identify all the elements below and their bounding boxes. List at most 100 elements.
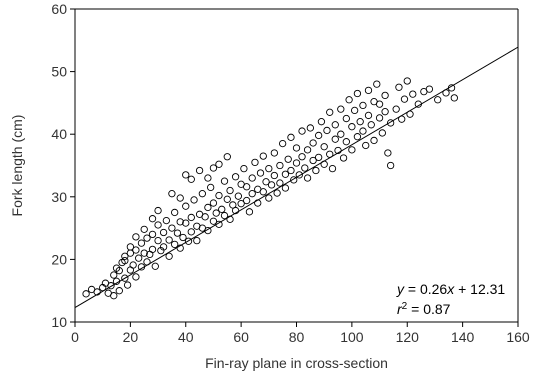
data-point (182, 219, 190, 227)
data-point (223, 195, 231, 203)
data-point (110, 271, 118, 279)
y-tick-label: 40 (51, 126, 67, 142)
data-point (386, 161, 395, 170)
data-point (193, 236, 201, 245)
data-point (353, 89, 362, 98)
data-point (375, 100, 384, 108)
y-tick-label: 10 (51, 314, 67, 330)
data-point (251, 158, 259, 167)
data-point (320, 143, 328, 151)
data-point (229, 201, 237, 209)
data-point (110, 292, 118, 300)
equation-intercept: + 12.31 (454, 281, 505, 297)
equation-slope: = 0.26 (404, 281, 447, 297)
data-point (121, 257, 129, 265)
data-point (184, 237, 193, 245)
data-point (281, 170, 290, 178)
data-point (350, 106, 359, 115)
y-tick-label: 20 (51, 251, 67, 267)
data-point (403, 77, 411, 85)
regression-equation: y = 0.26x + 12.31 (396, 281, 505, 297)
x-tick-label: 100 (340, 329, 364, 345)
data-point (309, 139, 317, 147)
data-point (259, 188, 267, 196)
x-tick-label: 20 (123, 329, 139, 345)
data-point (248, 174, 256, 182)
data-point (290, 176, 298, 184)
data-point (353, 133, 362, 141)
data-point (359, 101, 367, 110)
data-point (303, 146, 312, 154)
data-point (342, 138, 350, 146)
data-point (298, 153, 306, 161)
data-point (121, 274, 129, 282)
data-point (168, 190, 176, 198)
data-point (218, 205, 226, 213)
x-tick-label: 0 (71, 329, 79, 345)
x-tick-label: 140 (451, 329, 475, 345)
data-point (204, 203, 212, 212)
data-point (182, 171, 190, 179)
data-point (126, 249, 135, 257)
data-point (223, 153, 231, 161)
data-point (132, 273, 140, 281)
data-point (201, 213, 209, 221)
data-point (243, 196, 251, 205)
plot-area (74, 8, 519, 323)
data-point (348, 146, 356, 154)
data-point (381, 108, 389, 116)
data-point (298, 127, 306, 135)
data-point (270, 149, 278, 157)
data-point (243, 183, 251, 191)
x-tick-label: 120 (396, 329, 420, 345)
x-tick-label: 160 (506, 329, 530, 345)
y-tick-label: 50 (51, 64, 67, 80)
data-point (140, 225, 148, 234)
r-squared-annotation: r2 = 0.87 (397, 301, 451, 318)
x-axis-ticks: 0 20 40 60 80 100 120 140 160 (71, 322, 530, 345)
data-point (176, 218, 184, 226)
data-point (112, 264, 121, 272)
data-point (204, 174, 212, 182)
data-point (267, 181, 276, 189)
data-point (107, 282, 115, 290)
data-point (182, 202, 190, 210)
data-point (148, 230, 157, 239)
data-point (129, 261, 137, 269)
equation-x-var: x (446, 281, 455, 297)
data-point (375, 114, 384, 122)
data-point (265, 194, 273, 202)
data-point (93, 288, 101, 296)
data-point (309, 156, 317, 165)
data-point (204, 226, 212, 235)
data-point (132, 246, 140, 254)
data-point (331, 135, 339, 143)
data-point (256, 169, 265, 177)
data-point (121, 252, 129, 260)
data-point (148, 245, 157, 254)
data-point (370, 136, 378, 145)
data-point (165, 236, 173, 244)
data-point (159, 228, 168, 237)
data-point (339, 154, 348, 162)
data-point (198, 190, 207, 198)
data-point (284, 155, 292, 163)
data-point (231, 173, 240, 181)
data-point (231, 206, 240, 215)
data-point (179, 233, 187, 242)
data-point (259, 152, 267, 160)
data-point (154, 221, 162, 229)
data-point (143, 234, 151, 242)
data-point (173, 229, 182, 237)
data-point (323, 126, 331, 135)
data-point (168, 224, 176, 232)
data-point (270, 171, 278, 180)
y-axis-ticks: 10 20 30 40 50 60 (51, 1, 75, 330)
r-squared-value: = 0.87 (407, 301, 450, 317)
data-point (148, 215, 157, 223)
data-point (362, 141, 370, 150)
data-point (337, 130, 345, 138)
data-point (137, 239, 146, 247)
data-point (220, 211, 229, 220)
data-point (159, 243, 168, 251)
